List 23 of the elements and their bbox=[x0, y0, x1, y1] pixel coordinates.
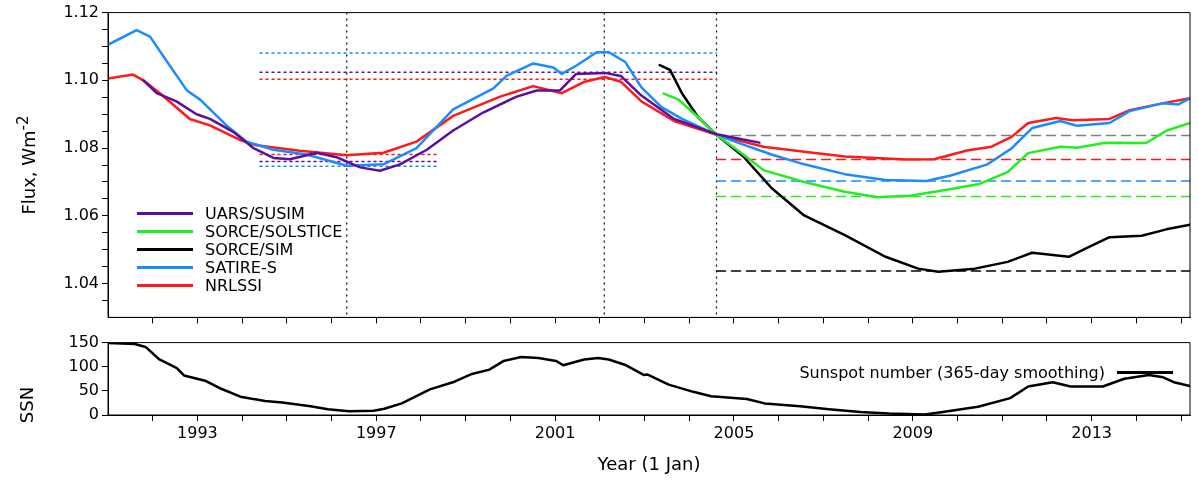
legend-label: Sunspot number (365-day smoothing) bbox=[799, 362, 1105, 382]
y-tick-label: 1.06 bbox=[63, 204, 99, 224]
x-tick-label: 2009 bbox=[892, 422, 934, 442]
y-tick-label: 50 bbox=[78, 380, 99, 400]
x-tick-label: 2005 bbox=[713, 422, 755, 442]
y-tick-label: 1.08 bbox=[63, 137, 99, 157]
legend-label: SORCE/SIM bbox=[205, 239, 294, 259]
y-tick-label: 1.04 bbox=[63, 272, 99, 292]
legend-label: UARS/SUSIM bbox=[205, 203, 305, 223]
x-tick-label: 1993 bbox=[177, 422, 218, 442]
y-tick-label: 0 bbox=[88, 404, 99, 424]
x-tick-label: 2013 bbox=[1071, 422, 1112, 442]
y-tick-label: 1.10 bbox=[63, 69, 99, 89]
y-axis-title: SSN bbox=[15, 386, 37, 424]
y-tick-label: 150 bbox=[68, 331, 99, 351]
x-tick-label: 1997 bbox=[355, 422, 397, 442]
x-tick-label: 2001 bbox=[534, 422, 576, 442]
legend-label: SATIRE-S bbox=[205, 257, 277, 277]
legend-label: NRLSSI bbox=[205, 275, 263, 295]
y-tick-label: 1.12 bbox=[63, 1, 99, 21]
legend-label: SORCE/SOLSTICE bbox=[205, 221, 343, 241]
y-tick-label: 100 bbox=[68, 355, 99, 375]
x-axis-title: Year (1 Jan) bbox=[596, 452, 701, 474]
